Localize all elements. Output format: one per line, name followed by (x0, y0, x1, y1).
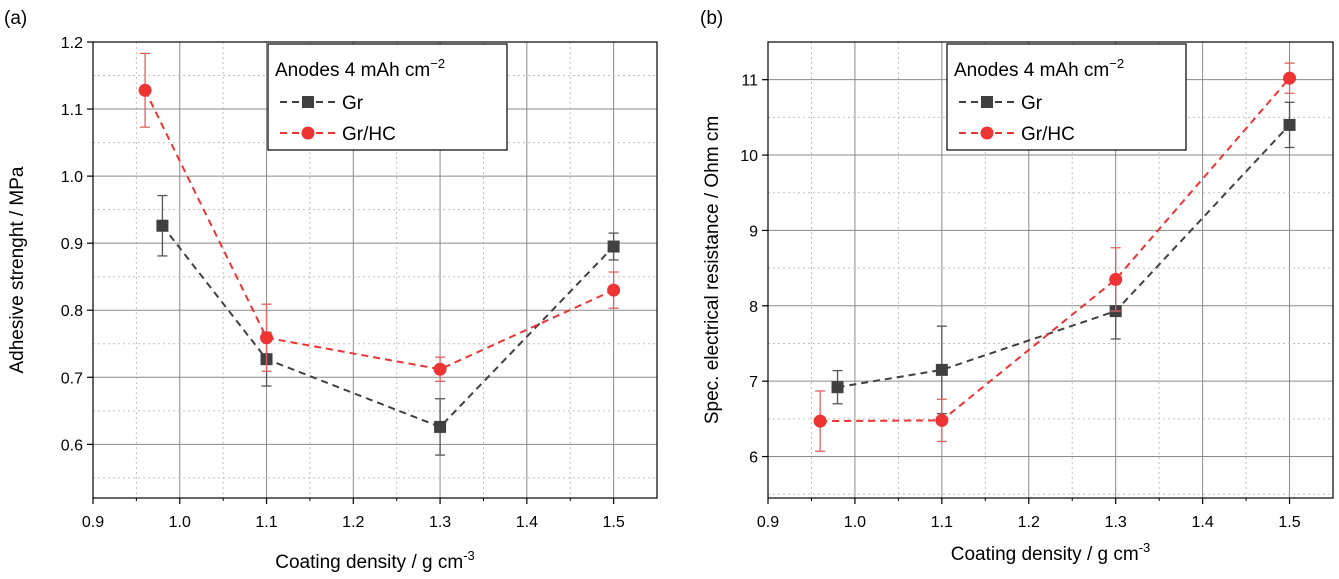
legend-label: Gr (1021, 93, 1043, 114)
chart-panel-a: (a) 0.9 1.0 1.1 1.2 1.3 1.4 1.5 0.6 0.7 0.8 0.9 1.0 1… (4, 8, 658, 573)
y-tick-label: 9 (749, 223, 758, 240)
legend: Anodes 4 mAh cm−2 Gr Gr/HC (267, 43, 508, 151)
data-point (935, 363, 948, 376)
legend-marker (301, 126, 315, 140)
x-tick-label: 0.9 (82, 514, 104, 531)
y-tick-label: 0.8 (61, 303, 83, 320)
y-axis-label: Spec. electrical resistance / Ohm cm (702, 116, 723, 424)
legend-marker (981, 96, 993, 108)
x-axis-label: Coating density / g cm-3 (275, 548, 475, 573)
x-tick-label: 1.0 (844, 514, 866, 531)
series-line (161, 225, 615, 429)
data-point (260, 331, 274, 345)
data-point (935, 413, 949, 427)
x-axis-label-sup: -3 (1139, 540, 1151, 555)
data-point (156, 219, 169, 232)
data-point (1283, 71, 1297, 85)
x-axis-label-main: Coating density / g cm (275, 552, 463, 573)
series-line (820, 77, 1291, 423)
y-tick-label: 7 (749, 374, 758, 391)
legend-label: Gr (342, 93, 364, 114)
x-tick-label: 1.1 (255, 514, 277, 531)
x-axis-label: Coating density / g cm-3 (951, 540, 1151, 565)
plot-frame (767, 41, 1334, 499)
y-axis-label: Adhesive strenght / MPa (7, 166, 28, 373)
y-tick-label: 0.7 (61, 370, 83, 387)
legend-marker (980, 126, 994, 140)
legend-title-sup: −2 (430, 56, 445, 71)
x-tick-label: 1.2 (342, 514, 364, 531)
x-tick-label: 1.3 (1105, 514, 1127, 531)
y-tick-label: 0.9 (61, 236, 83, 253)
series-gr-hc (138, 52, 621, 382)
y-tick-label: 8 (749, 299, 758, 316)
legend-marker (302, 96, 314, 108)
x-tick-label: 0.9 (757, 514, 779, 531)
series-gr (156, 194, 620, 456)
data-point (607, 240, 620, 253)
legend-title: Anodes 4 mAh cm−2 (275, 56, 445, 81)
x-tick-label: 1.3 (429, 514, 451, 531)
x-axis-label-main: Coating density / g cm (951, 544, 1139, 565)
y-tick-label: 6 (749, 450, 758, 467)
x-tick-label: 1.5 (1278, 514, 1300, 531)
x-axis-label-sup: -3 (463, 548, 475, 563)
legend-label: Gr/HC (1021, 124, 1075, 145)
x-tick-label: 1.2 (1018, 514, 1040, 531)
y-tick-label: 1.2 (61, 35, 83, 52)
panel-label: (a) (4, 8, 27, 29)
series-line (144, 89, 615, 371)
legend: Anodes 4 mAh cm−2 Gr Gr/HC (946, 43, 1187, 151)
panel-label: (b) (700, 8, 723, 29)
x-tick-label: 1.0 (169, 514, 191, 531)
x-tick-label: 1.1 (931, 514, 953, 531)
chart-panel-b: (b) 0.9 1.0 1.1 1.2 1.3 1.4 1.5 6 7 8 9 10 11 Spec. el… (700, 8, 1334, 565)
legend-title-sup: −2 (1109, 56, 1124, 71)
legend-label: Gr/HC (342, 124, 396, 145)
x-tick-label: 1.5 (602, 514, 624, 531)
legend-title-main: Anodes 4 mAh cm (275, 60, 430, 81)
x-tick-label: 1.4 (1191, 514, 1213, 531)
y-tick-label: 10 (740, 148, 758, 165)
y-tick-label: 0.6 (61, 437, 83, 454)
plot-frame (92, 41, 658, 499)
y-tick-label: 1.1 (61, 102, 83, 119)
data-point (831, 381, 844, 394)
data-point (1283, 118, 1296, 131)
x-tick-label: 1.4 (516, 514, 538, 531)
data-point (813, 414, 827, 428)
data-point (433, 362, 447, 376)
data-point (434, 420, 447, 433)
series-line (837, 124, 1291, 389)
y-tick-label: 1.0 (61, 169, 83, 186)
legend-title: Anodes 4 mAh cm−2 (954, 56, 1124, 81)
data-point (1109, 272, 1123, 286)
data-point (607, 283, 621, 297)
series-gr-hc (813, 62, 1297, 452)
data-point (138, 83, 152, 97)
y-tick-label: 11 (741, 73, 758, 90)
legend-title-main: Anodes 4 mAh cm (954, 60, 1109, 81)
